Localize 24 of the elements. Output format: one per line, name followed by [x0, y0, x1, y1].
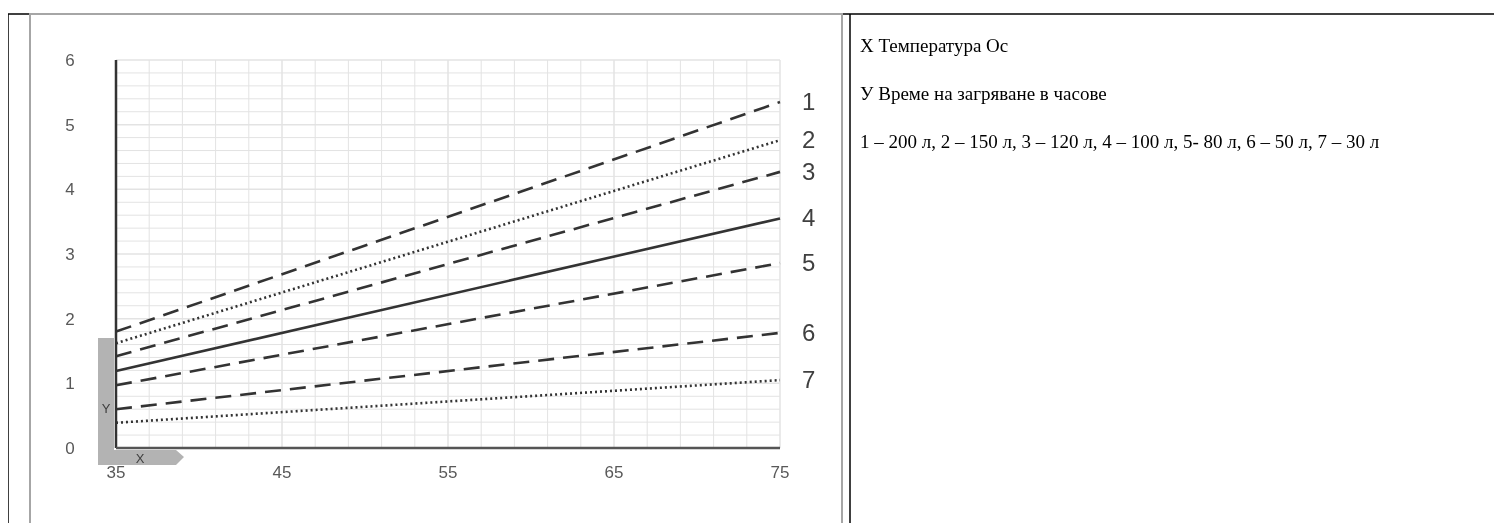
y-tick-label: 3	[65, 245, 75, 264]
series-label: 1	[802, 88, 816, 116]
text: Y	[101, 401, 111, 416]
x-tick-label: 55	[438, 463, 458, 482]
text: X	[135, 451, 145, 466]
y-tick-label: 6	[65, 51, 75, 70]
text: 1 – 200 л, 2 – 150 л, 3 – 120 л, 4 – 100 л, 5- 80 л, 6 – 50 л, 7 – 30 л	[860, 130, 1381, 154]
text: X Температура Ос	[860, 34, 1010, 58]
series-label: 6	[802, 318, 816, 346]
x-tick-label: 35	[106, 463, 126, 482]
y-tick-label: 0	[65, 439, 75, 458]
series-label: 3	[802, 157, 816, 185]
y-tick-label: 4	[65, 180, 75, 200]
series-label: 2	[802, 126, 816, 154]
series-label: 5	[802, 249, 816, 277]
y-tick-label: 2	[65, 309, 75, 329]
x-tick-label: 65	[604, 463, 624, 482]
x-tick-label: 75	[770, 463, 790, 482]
series-label: 4	[802, 204, 816, 232]
series-label: 7	[802, 366, 816, 394]
y-tick-label: 1	[65, 374, 75, 394]
y-tick-label: 5	[65, 115, 75, 135]
x-tick-label: 45	[272, 463, 292, 482]
text: У Време на загряване в часове	[860, 82, 1108, 106]
